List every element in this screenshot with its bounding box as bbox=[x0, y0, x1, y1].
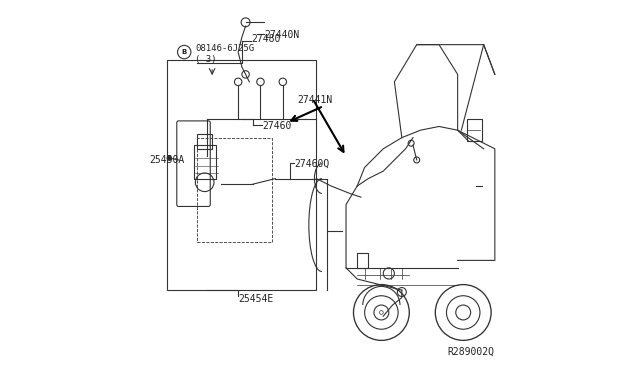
Bar bbox=[197, 134, 212, 149]
Text: 27441N: 27441N bbox=[298, 96, 333, 105]
Text: ( 3): ( 3) bbox=[195, 55, 217, 64]
Bar bbox=[197, 138, 271, 242]
Text: R289002Q: R289002Q bbox=[448, 347, 495, 357]
Bar bbox=[193, 145, 216, 179]
Circle shape bbox=[167, 156, 172, 160]
Text: B: B bbox=[182, 49, 187, 55]
Text: 27480: 27480 bbox=[251, 34, 280, 44]
Text: 27460Q: 27460Q bbox=[294, 159, 329, 169]
Text: 25454E: 25454E bbox=[238, 295, 273, 304]
Text: 25450A: 25450A bbox=[149, 155, 184, 165]
Bar bbox=[467, 119, 482, 141]
Text: 08146-6J25G: 08146-6J25G bbox=[195, 44, 255, 53]
Text: 27460: 27460 bbox=[262, 122, 292, 131]
Bar bbox=[168, 60, 316, 290]
Text: 27440N: 27440N bbox=[264, 31, 300, 40]
